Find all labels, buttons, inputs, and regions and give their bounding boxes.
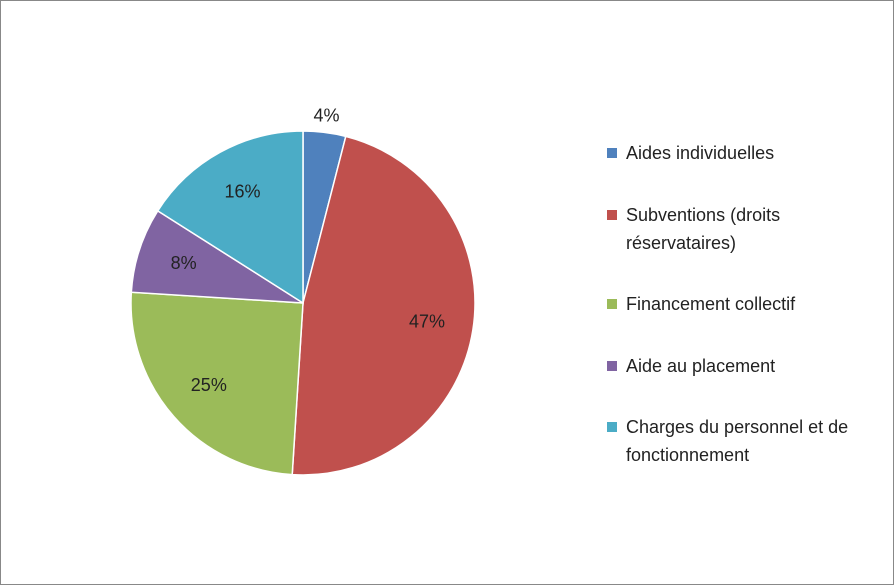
legend-item: Aides individuelles [607,139,877,167]
legend-swatch [607,422,617,432]
legend-swatch [607,360,617,371]
legend-label: Aide au placement [626,355,776,376]
legend: Aides individuelles Subventions (droits r… [607,139,877,469]
legend-item: Charges du personnel et de fonctionnemen… [607,413,877,469]
legend-label: Aides individuelles [626,143,775,163]
legend-swatch [607,148,617,158]
data-label: 47% [409,311,445,331]
legend-label: Subventions (droits réservataires) [626,204,781,253]
data-label: 4% [313,106,339,126]
legend-item: Subventions (droits réservataires) [607,201,877,257]
legend-swatch [607,299,617,309]
legend-label: Financement collectif [626,294,796,314]
legend-swatch [607,209,617,220]
pie-slice [130,291,304,476]
pie-slice [291,135,476,476]
data-label: 8% [171,253,197,273]
data-label: 16% [224,182,260,202]
legend-item: Financement collectif [607,290,877,318]
pie-slice [156,130,304,305]
legend-item: Aide au placement [607,352,877,380]
data-label: 25% [191,375,227,395]
legend-label: Charges du personnel et de fonctionnemen… [626,417,849,465]
